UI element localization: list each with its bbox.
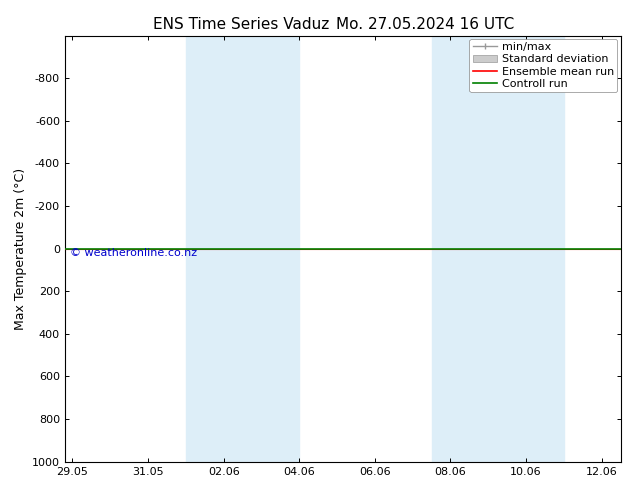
Bar <box>243 36 299 462</box>
Bar <box>186 36 243 462</box>
Legend: min/max, Standard deviation, Ensemble mean run, Controll run: min/max, Standard deviation, Ensemble me… <box>469 39 617 92</box>
Text: © weatheronline.co.nz: © weatheronline.co.nz <box>70 248 198 258</box>
Y-axis label: Max Temperature 2m (°C): Max Temperature 2m (°C) <box>13 168 27 330</box>
Text: Mo. 27.05.2024 16 UTC: Mo. 27.05.2024 16 UTC <box>335 17 514 32</box>
Bar <box>432 36 488 462</box>
Text: ENS Time Series Vaduz: ENS Time Series Vaduz <box>153 17 329 32</box>
Bar <box>488 36 564 462</box>
